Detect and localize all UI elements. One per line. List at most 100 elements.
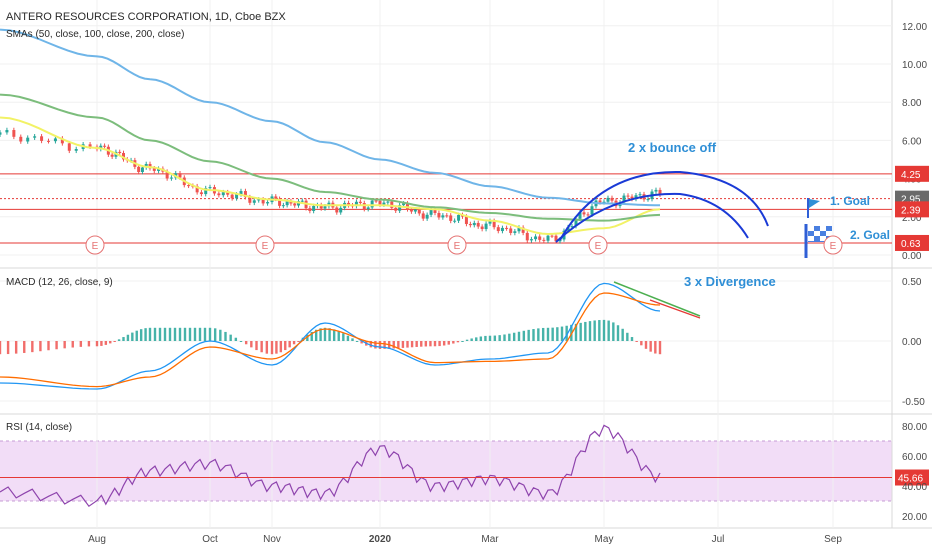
candle-body	[437, 212, 441, 218]
rsi-y-tick: 60.00	[902, 452, 927, 463]
macd-histogram-bar	[537, 328, 540, 341]
candle-body	[658, 189, 662, 195]
candle-body	[122, 152, 125, 160]
candle-body	[574, 218, 578, 227]
macd-histogram-bar	[551, 327, 554, 341]
candle-body	[293, 203, 297, 206]
candle-body	[513, 231, 517, 233]
macd-histogram-bar	[369, 341, 373, 348]
candle-body	[118, 151, 122, 153]
macd-histogram-bar	[122, 337, 125, 341]
macd-histogram-bar	[355, 340, 359, 342]
macd-histogram-bar	[234, 337, 238, 341]
rsi-y-tick: 80.00	[902, 422, 927, 433]
macd-histogram-bar	[79, 341, 83, 347]
candle-body	[496, 227, 500, 232]
candle-body	[278, 198, 282, 206]
macd-histogram-bar	[433, 341, 437, 347]
macd-histogram-bar	[374, 341, 377, 349]
macd-histogram-bar	[401, 341, 405, 348]
svg-text:45.66: 45.66	[898, 474, 923, 485]
macd-histogram-bar	[0, 341, 2, 355]
candle-body	[74, 149, 78, 151]
macd-histogram-bar	[104, 341, 108, 345]
earnings-marker[interactable]: E	[255, 235, 275, 255]
macd-histogram-bar	[351, 338, 354, 341]
price-y-tick: 10.00	[902, 60, 927, 71]
candle-body	[19, 136, 23, 142]
candle-body	[500, 227, 504, 232]
macd-histogram-bar	[39, 341, 42, 352]
candle-body	[382, 202, 386, 205]
candle-body	[308, 208, 312, 211]
candle-body	[252, 200, 256, 203]
macd-histogram-bar	[23, 341, 26, 353]
macd-histogram-bar	[213, 328, 217, 341]
macd-histogram-bar	[560, 326, 564, 341]
candle-body	[261, 199, 265, 204]
macd-histogram-bar	[546, 327, 550, 341]
candle-body	[492, 220, 496, 228]
macd-histogram-bar	[113, 341, 116, 342]
macd-histogram-bar	[328, 328, 331, 341]
earnings-marker[interactable]: E	[447, 235, 467, 255]
x-tick-label: Mar	[481, 534, 499, 545]
sma-line-50	[0, 116, 661, 236]
macd-histogram-bar	[135, 330, 138, 341]
svg-text:E: E	[92, 241, 99, 252]
candle-body	[366, 207, 370, 210]
macd-y-tick: -0.50	[902, 397, 925, 408]
candle-body	[137, 166, 141, 172]
svg-text:E: E	[454, 241, 461, 252]
candle-body	[178, 173, 182, 178]
macd-histogram-bar	[493, 335, 497, 341]
candle-body	[235, 194, 239, 199]
candle-body	[646, 199, 650, 201]
macd-histogram-bar	[630, 337, 634, 341]
candle-body	[488, 220, 492, 224]
candle-body	[468, 224, 472, 226]
macd-histogram-bar	[314, 329, 318, 341]
x-tick-label: Nov	[263, 534, 281, 545]
candle-body	[195, 186, 199, 193]
price-y-tick: 12.00	[902, 22, 927, 33]
rsi-line: 45.66	[0, 424, 929, 508]
macd-histogram-bar	[239, 341, 243, 342]
macd-histogram-bar	[168, 327, 172, 341]
candle-body	[204, 188, 208, 195]
macd-histogram-bar	[31, 341, 34, 353]
candle-body	[230, 194, 234, 199]
macd-histogram-bar	[452, 341, 455, 344]
macd-histogram-bar	[360, 341, 363, 344]
macd-histogram-bar	[522, 330, 526, 341]
macd-lines	[0, 282, 661, 390]
x-tick-label: 2020	[369, 534, 392, 545]
candle-body	[638, 194, 642, 196]
earnings-marker[interactable]: E	[85, 235, 105, 255]
macd-histogram-bar	[71, 341, 74, 348]
candle-body	[99, 145, 103, 150]
macd-histogram-bar	[442, 341, 446, 346]
candle-body	[354, 201, 358, 207]
candle-body	[157, 168, 161, 171]
candle-body	[570, 226, 574, 228]
macd-histogram-bar	[14, 341, 18, 354]
macd-histogram-bar	[541, 327, 545, 341]
candle-body	[546, 235, 550, 241]
macd-histogram-bar	[626, 332, 629, 341]
macd-histogram-bar	[598, 320, 601, 341]
macd-histogram-bar	[332, 329, 336, 341]
macd-histogram-bar	[447, 341, 450, 345]
macd-histogram-bar	[383, 341, 386, 349]
x-tick-label: Sep	[824, 534, 842, 545]
rsi-band	[0, 441, 892, 501]
earnings-marker[interactable]: E	[588, 235, 608, 255]
candle-body	[374, 200, 378, 202]
candle-body	[67, 143, 71, 151]
candle-body	[509, 228, 513, 233]
sma-line-100	[0, 93, 661, 222]
candle-body	[217, 193, 221, 196]
candle-body	[289, 201, 293, 204]
earnings-marker[interactable]: E	[823, 235, 843, 255]
